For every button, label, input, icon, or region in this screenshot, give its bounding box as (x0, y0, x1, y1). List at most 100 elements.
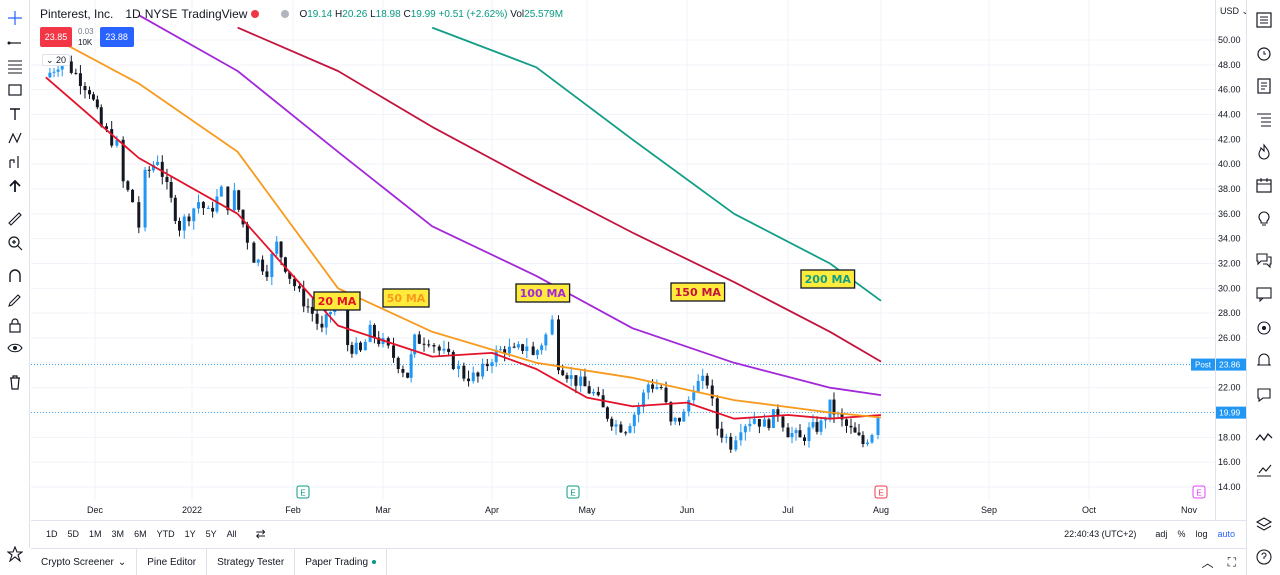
earnings-box[interactable] (1192, 485, 1206, 499)
price-axis-labels: USD ⌄ 50.00 48.00 46.00 44.00 42.00 40.00 38.00… (1216, 6, 1249, 492)
layers-icon[interactable] (1254, 515, 1274, 535)
pulse-icon[interactable] (1254, 427, 1274, 447)
bell-icon[interactable] (1254, 350, 1274, 370)
change-value: +0.51 (+2.62%) (438, 8, 508, 20)
candle-body (363, 341, 367, 351)
candle-body (187, 216, 191, 222)
close-label: C (403, 8, 411, 20)
range-button-1y[interactable]: 1Y (184, 529, 196, 539)
price-chart[interactable]: 20 MA 50 MA 100 MA 150 MA 200 MA Dec 2022 Feb Ma… (31, 0, 1215, 520)
buy-button[interactable]: 23.88 (99, 27, 134, 47)
range-button-1m[interactable]: 1M (89, 529, 102, 539)
chevron-down-icon[interactable]: ⌄ (117, 556, 127, 568)
currency-label[interactable]: USD ⌄ (1220, 6, 1249, 16)
star-icon[interactable] (5, 544, 25, 564)
range-button-6m[interactable]: 6M (134, 529, 147, 539)
news-icon[interactable] (1254, 76, 1274, 96)
pencil-lock-icon[interactable] (5, 290, 25, 310)
candle-body (206, 207, 210, 209)
calendar-icon[interactable] (1254, 175, 1274, 195)
help-icon[interactable] (1254, 547, 1274, 567)
chat-icon[interactable] (1254, 250, 1274, 270)
candle-body (74, 72, 78, 74)
candle-body (197, 202, 201, 209)
earnings-letter: E (878, 489, 883, 498)
maximize-panel-icon[interactable]: ⛶ (1227, 554, 1236, 569)
ideas-list-icon[interactable] (1254, 109, 1274, 129)
tab-paper-trading[interactable]: Paper Trading (295, 548, 388, 575)
prediction-icon[interactable] (5, 152, 25, 172)
tab-strategy-tester[interactable]: Strategy Tester (207, 548, 296, 575)
price-axis-label: 44.00 (1218, 110, 1241, 120)
range-button-5y[interactable]: 5Y (205, 529, 217, 539)
chart-pane[interactable]: 20 MA 50 MA 100 MA 150 MA 200 MA Dec 2022 Feb Ma… (31, 0, 1215, 520)
range-button-3m[interactable]: 3M (111, 529, 125, 539)
candle-body (550, 319, 554, 335)
last-price-box (1216, 406, 1247, 419)
tab-crypto-screener[interactable]: Crypto Screener ⌄ (31, 548, 138, 575)
fib-icon[interactable] (5, 56, 25, 76)
candle-body (521, 344, 525, 351)
earnings-marker[interactable]: E (566, 485, 580, 499)
earnings-marker[interactable]: E (1192, 485, 1206, 499)
alarm-clock-icon[interactable] (1254, 43, 1274, 63)
watchlist-icon[interactable] (1254, 10, 1274, 30)
magnet-icon[interactable] (5, 266, 25, 286)
candle-body (476, 372, 480, 377)
lock-icon[interactable] (5, 315, 25, 335)
crosshair-icon[interactable] (5, 8, 25, 28)
messages-icon[interactable] (1254, 284, 1274, 304)
scale-option-adj[interactable]: adj (1155, 529, 1168, 539)
scale-option-log[interactable]: log (1195, 529, 1208, 539)
collapse-panel-icon[interactable]: ︿ (1201, 555, 1214, 570)
price-axis[interactable]: USD ⌄ 50.00 48.00 46.00 44.00 42.00 40.00 38.00… (1215, 0, 1249, 520)
earnings-marker[interactable]: E (874, 485, 888, 499)
tab-label: Pine Editor (147, 556, 197, 568)
scale-option-auto[interactable]: auto (1217, 529, 1235, 539)
eye-icon[interactable] (5, 338, 25, 358)
candle-body (310, 306, 314, 314)
earnings-marker[interactable]: E (296, 485, 310, 499)
ma-label-text: 200 MA (805, 273, 852, 286)
zoom-in-icon[interactable] (5, 233, 25, 253)
range-button-1d[interactable]: 1D (46, 529, 58, 539)
lightbulb-icon[interactable] (1254, 208, 1274, 228)
earnings-box[interactable] (874, 485, 888, 499)
candle-body (237, 190, 241, 210)
earnings-box[interactable] (296, 485, 310, 499)
range-button-all[interactable]: All (226, 529, 237, 539)
broadcast-icon[interactable] (1254, 318, 1274, 338)
range-button-ytd[interactable]: YTD (156, 529, 175, 539)
candle-body (91, 94, 95, 100)
symbol-name[interactable]: Pinterest, Inc. (40, 7, 114, 21)
hotlist-icon[interactable] (1254, 142, 1274, 162)
candle-body (350, 345, 354, 354)
tab-pine-editor[interactable]: Pine Editor (137, 548, 208, 575)
ruler-icon[interactable] (5, 209, 25, 229)
compare-range-icon[interactable]: ⇄ (255, 527, 266, 541)
arrow-up-icon[interactable] (5, 176, 25, 196)
trend-line-icon[interactable] (5, 33, 25, 53)
chart-trend-icon[interactable] (1254, 460, 1274, 480)
candle-body (752, 419, 756, 424)
candle-body (372, 324, 376, 338)
earnings-box[interactable] (566, 485, 580, 499)
post-tag-label: Post (1195, 361, 1212, 370)
quantity-value[interactable]: 10K (78, 38, 93, 47)
candle-body (525, 346, 529, 351)
scale-option-percent[interactable]: % (1177, 529, 1186, 539)
candle-body (451, 352, 455, 370)
notification-bubble-icon[interactable] (1254, 385, 1274, 405)
candle-body (776, 409, 780, 417)
pattern-icon[interactable] (5, 128, 25, 148)
clock-label[interactable]: 22:40:43 (UTC+2) (1064, 529, 1137, 539)
rectangle-icon[interactable] (5, 80, 25, 100)
range-button-5d[interactable]: 5D (67, 529, 80, 539)
indicator-chip[interactable]: ⌄ 20 (42, 54, 71, 66)
grid (31, 0, 1215, 500)
sell-button[interactable]: 23.85 (40, 27, 72, 47)
candle-body (177, 220, 181, 231)
text-icon[interactable] (5, 104, 25, 124)
candle-body (557, 319, 560, 371)
trash-icon[interactable] (5, 372, 25, 392)
